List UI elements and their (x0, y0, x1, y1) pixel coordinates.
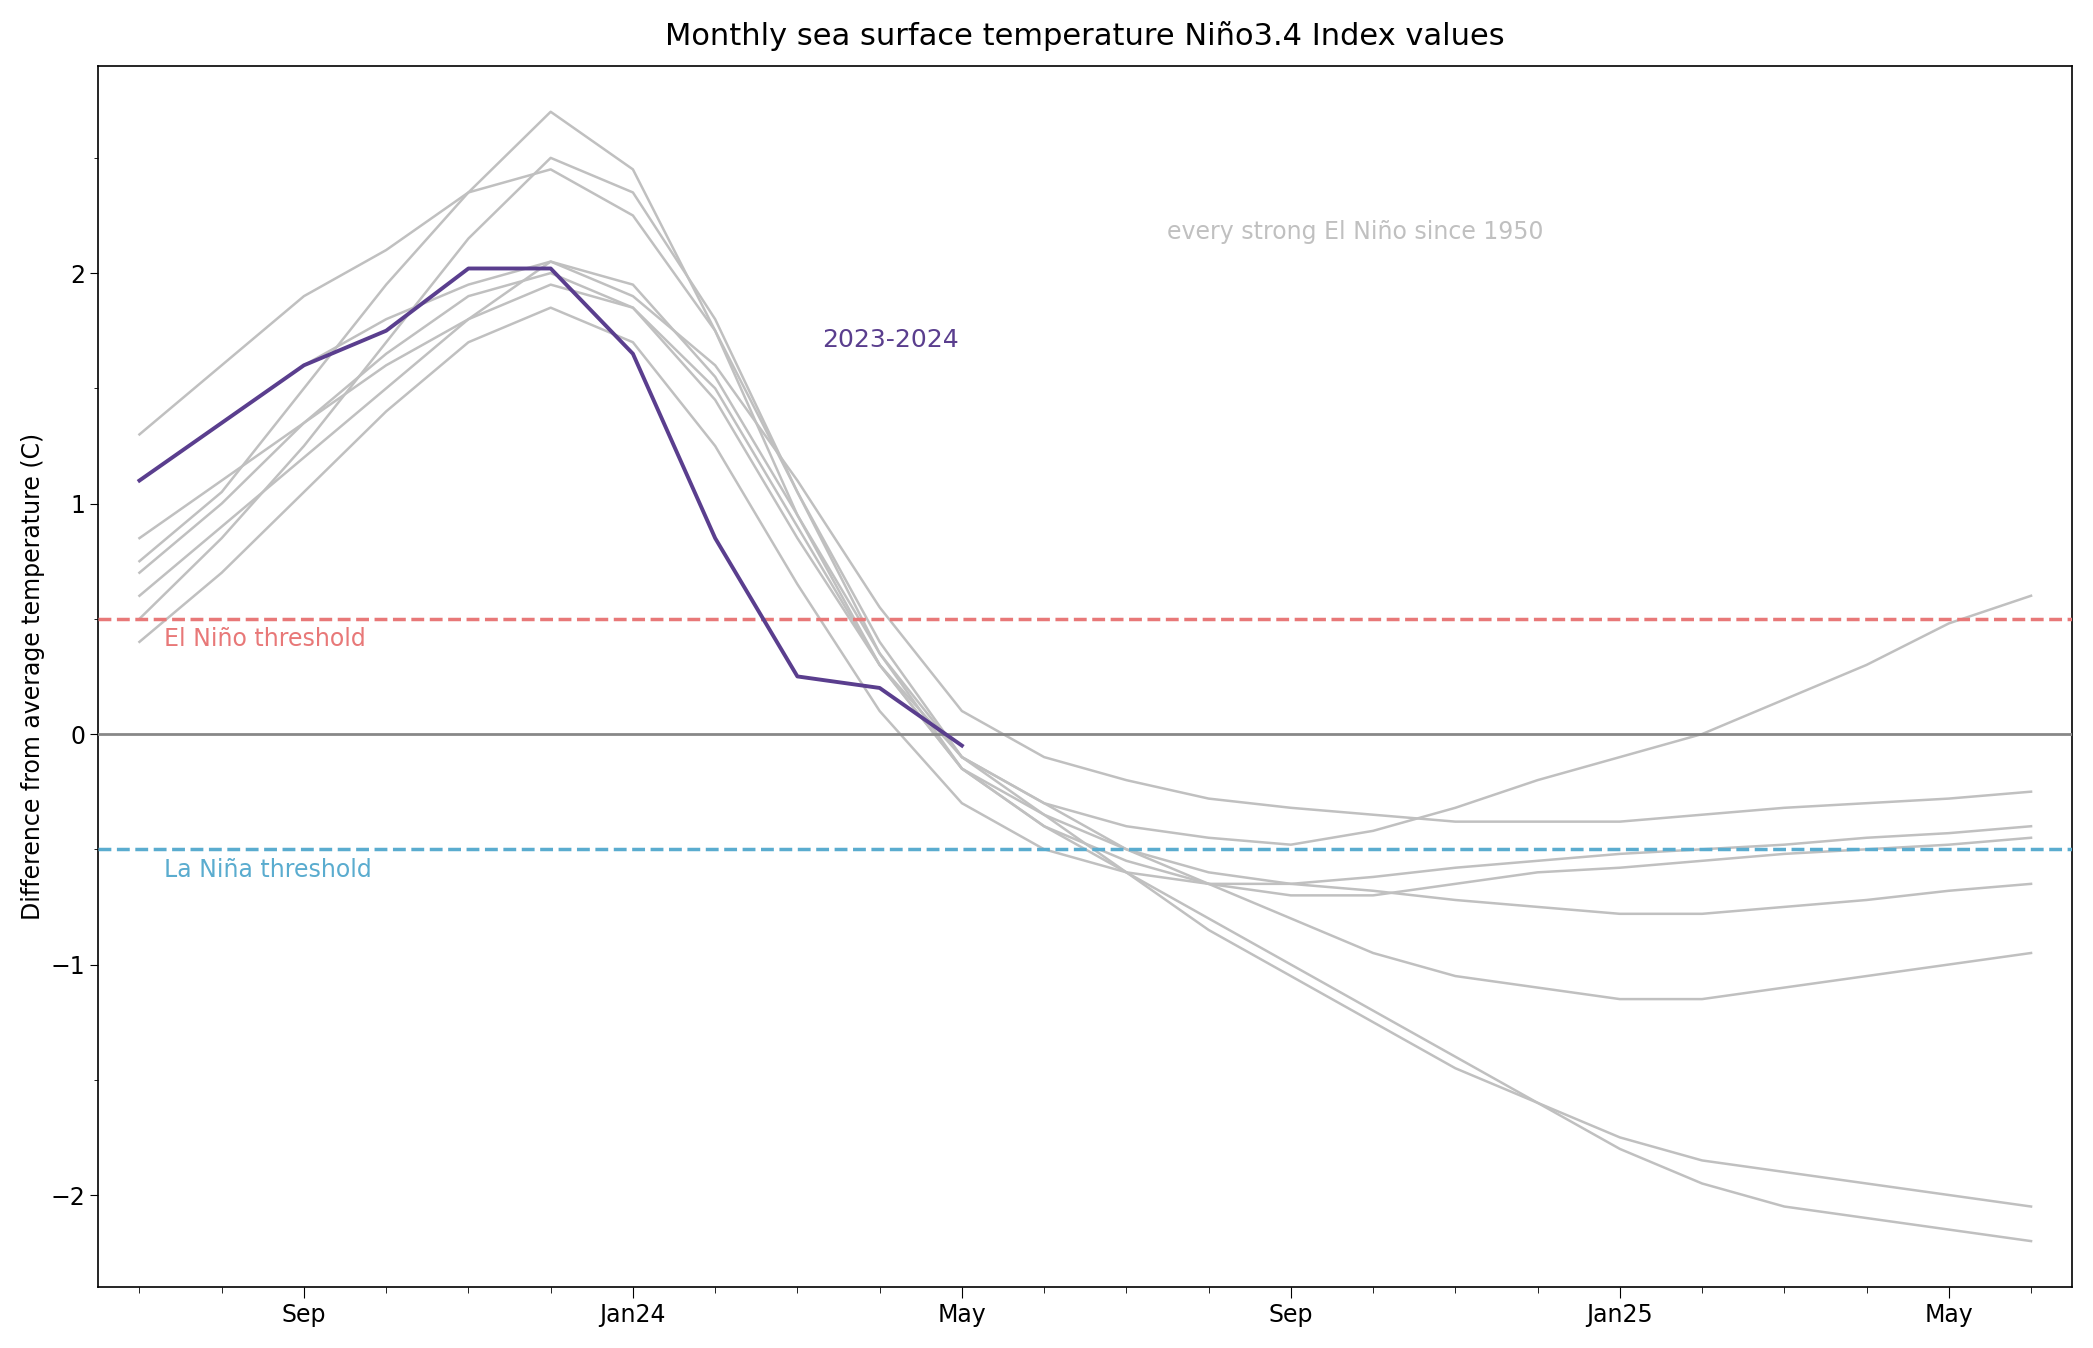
Text: La Niña threshold: La Niña threshold (163, 857, 373, 882)
Title: Monthly sea surface temperature Niño3.4 Index values: Monthly sea surface temperature Niño3.4 … (666, 20, 1505, 51)
Text: 2023-2024: 2023-2024 (823, 328, 959, 352)
Text: every strong El Niño since 1950: every strong El Niño since 1950 (1168, 220, 1545, 244)
Y-axis label: Difference from average temperature (C): Difference from average temperature (C) (21, 433, 44, 919)
Text: El Niño threshold: El Niño threshold (163, 627, 366, 651)
